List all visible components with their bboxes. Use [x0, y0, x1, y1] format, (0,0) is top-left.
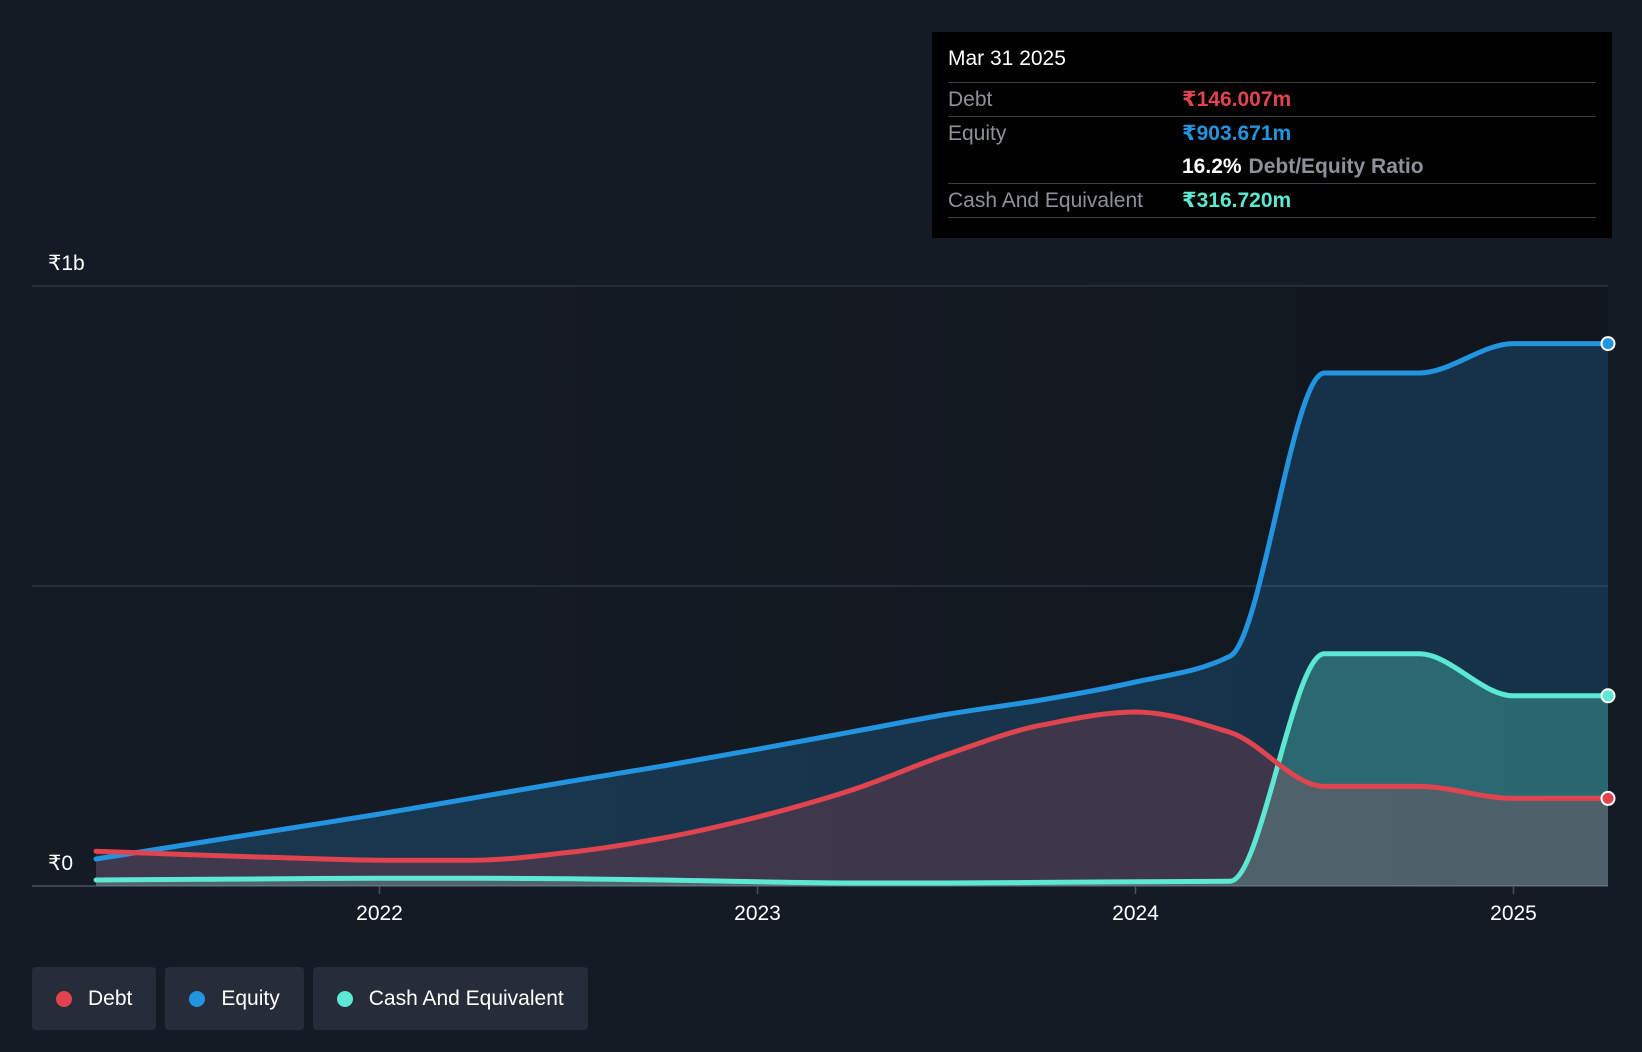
cash-and-equivalent-endpoint	[1600, 688, 1616, 704]
x-tick-label-2024: 2024	[1112, 902, 1159, 925]
y-axis-top-label: ₹1b	[48, 252, 85, 275]
debt-endpoint	[1600, 790, 1616, 806]
tooltip-date: Mar 31 2025	[948, 47, 1066, 70]
equity-endpoint	[1600, 336, 1616, 352]
legend-item-cash[interactable]: Cash And Equivalent	[312, 967, 588, 1030]
tooltip-debt-value: ₹146.007m	[1182, 88, 1292, 111]
x-tick-label-2022: 2022	[356, 902, 403, 925]
debt-line	[93, 709, 1611, 863]
cash-dot-icon	[336, 990, 353, 1007]
gridlines	[32, 285, 1608, 887]
equity-line	[93, 341, 1611, 862]
y-axis-bottom-label: ₹0	[48, 852, 73, 875]
series-areas	[96, 343, 1608, 887]
equity-dot-icon	[189, 990, 206, 1007]
x-tick-label-2025: 2025	[1490, 902, 1537, 925]
tooltip-cash-label: Cash And Equivalent	[948, 188, 1143, 212]
tooltip-cash-row: Cash And Equivalent ₹316.720m	[948, 183, 1596, 218]
cash-and-equivalent-line	[93, 651, 1611, 886]
tooltip-panel: Mar 31 2025 Debt ₹146.007m Equity ₹903.6…	[932, 32, 1612, 238]
legend-item-debt[interactable]: Debt	[32, 967, 157, 1030]
legend-debt-label: Debt	[88, 986, 133, 1010]
tooltip-cash-value: ₹316.720m	[1182, 189, 1292, 212]
legend: Debt Equity Cash And Equivalent	[32, 967, 588, 1030]
tooltip-debt-label: Debt	[948, 87, 993, 111]
series-lines	[93, 341, 1611, 886]
tooltip-ratio-row: 16.2% Debt/Equity Ratio	[948, 150, 1596, 183]
tooltip-equity-label: Equity	[948, 121, 1007, 145]
tooltip-equity-row: Equity ₹903.671m	[948, 116, 1596, 150]
tooltip-debt-row: Debt ₹146.007m	[948, 82, 1596, 116]
tooltip-ratio-value: 16.2%	[1182, 154, 1242, 178]
equity-area	[96, 343, 1608, 887]
legend-equity-label: Equity	[221, 986, 280, 1010]
legend-cash-label: Cash And Equivalent	[368, 986, 564, 1010]
tooltip-ratio-label: Debt/Equity Ratio	[1248, 154, 1424, 178]
tooltip-equity-value: ₹903.671m	[1182, 122, 1292, 145]
debt-dot-icon	[56, 990, 72, 1007]
legend-item-equity[interactable]: Equity	[165, 967, 304, 1030]
debt-area	[96, 712, 1608, 886]
cash-and-equivalent-area	[96, 653, 1608, 886]
x-axis-ticks: 2022 2023 2024 2025	[356, 886, 1537, 925]
x-tick-label-2023: 2023	[734, 902, 781, 925]
series-endpoints	[1600, 336, 1616, 806]
